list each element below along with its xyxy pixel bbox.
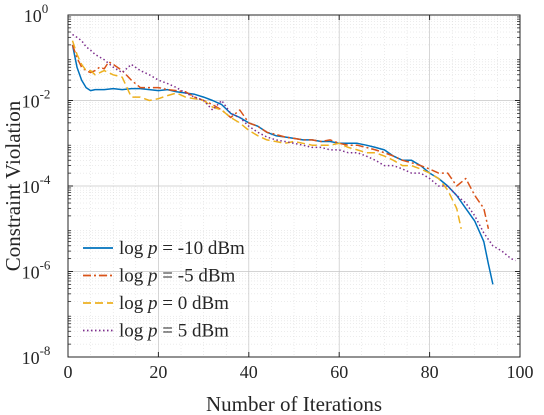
y-tick-label: 10-8 [22, 343, 51, 368]
y-tick-label: 10-2 [22, 87, 51, 112]
x-axis-label: Number of Iterations [206, 392, 382, 415]
y-tick-label: 100 [24, 1, 49, 26]
y-axis-label: Constraint Violation [1, 100, 25, 271]
x-tick-label: 20 [149, 362, 167, 382]
y-tick-label: 10-4 [22, 172, 51, 197]
y-tick-label: 10-6 [22, 258, 51, 283]
series-layer [71, 33, 516, 285]
legend-label-3: log p = 0 dBm [119, 293, 229, 314]
x-tick-labels: 0 20 40 60 80 100 [64, 362, 534, 382]
x-tick-label: 100 [507, 362, 534, 382]
legend: log p = -10 dBm log p = -5 dBm log p = 0 d… [83, 238, 245, 342]
x-tick-label: 0 [64, 362, 73, 382]
x-tick-label: 60 [330, 362, 348, 382]
series-line-1 [71, 44, 494, 285]
series-line-4 [72, 33, 516, 262]
x-tick-label: 80 [421, 362, 439, 382]
axis-ticks [67, 14, 521, 358]
y-tick-labels: 10-8 10-6 10-4 10-2 100 [22, 1, 51, 368]
legend-label-4: log p = 5 dBm [119, 321, 229, 342]
legend-label-2: log p = -5 dBm [119, 266, 235, 287]
series-line-3 [71, 40, 462, 229]
legend-label-1: log p = -10 dBm [119, 238, 245, 259]
x-tick-label: 40 [240, 362, 258, 382]
series-line-2 [71, 44, 490, 229]
